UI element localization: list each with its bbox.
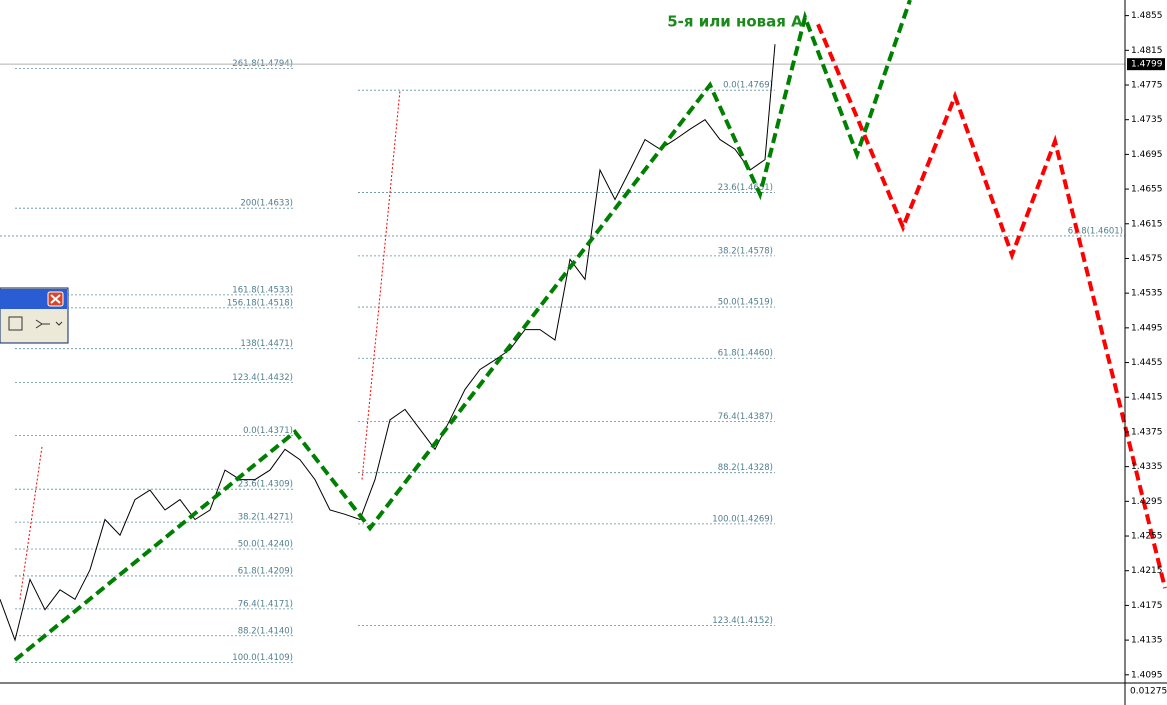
y-tick-label: 1.4575 — [1131, 254, 1163, 264]
toolbar[interactable] — [0, 287, 69, 344]
current-price-label: 1.4799 — [1131, 60, 1163, 70]
current-price-box — [1127, 58, 1165, 71]
tool-icon[interactable] — [8, 316, 23, 331]
y-tick-label: 1.4775 — [1131, 81, 1163, 91]
fib-label: 88.2(1.4328) — [718, 463, 773, 473]
y-tick-label: 1.4855 — [1131, 11, 1163, 21]
close-icon — [50, 294, 61, 304]
fib-label: 61.8(1.4209) — [238, 566, 293, 576]
indicator-label: 0.01275 — [1130, 687, 1167, 697]
price-line — [19, 446, 43, 600]
fib-label: 0.0(1.4769) — [723, 81, 773, 91]
y-tick-label: 1.4495 — [1131, 323, 1163, 333]
y-tick-label: 1.4455 — [1131, 358, 1163, 368]
fib-label: 61.8(1.4601) — [1068, 226, 1123, 236]
price-line — [816, 23, 1167, 589]
y-tick-label: 1.4615 — [1131, 219, 1163, 229]
y-tick-label: 1.4655 — [1131, 185, 1163, 195]
fib-label: 161.8(1.4533) — [232, 285, 293, 295]
y-tick-label: 1.4535 — [1131, 289, 1163, 299]
price-line — [13, 0, 912, 662]
fib-label: 38.2(1.4578) — [718, 246, 773, 256]
fib-label: 38.2(1.4271) — [238, 513, 293, 523]
fib-label: 100.0(1.4109) — [232, 653, 293, 663]
y-tick-label: 1.4135 — [1131, 636, 1163, 646]
fib-label: 23.6(1.4651) — [718, 183, 773, 193]
y-tick-label: 1.4095 — [1131, 670, 1163, 680]
y-tick-label: 1.4695 — [1131, 150, 1163, 160]
y-tick-label: 1.4215 — [1131, 566, 1163, 576]
fib-label: 123.4(1.4152) — [712, 616, 773, 626]
price-line — [0, 44, 776, 642]
price-line — [361, 90, 401, 480]
y-tick-label: 1.4335 — [1131, 462, 1163, 472]
fib-label: 23.6(1.4309) — [238, 480, 293, 490]
y-tick-label: 1.4415 — [1131, 393, 1163, 403]
fib-label: 100.0(1.4269) — [712, 514, 773, 524]
y-tick-label: 1.4735 — [1131, 115, 1163, 125]
fib-label: 156.18(1.4518) — [227, 298, 293, 308]
fib-label: 88.2(1.4140) — [238, 626, 293, 636]
y-tick-label: 1.4175 — [1131, 601, 1163, 611]
fib-label: 138(1.4471) — [240, 339, 293, 349]
y-tick-label: 1.4255 — [1131, 532, 1163, 542]
annotation: 5-я или новая А — [667, 13, 803, 31]
fib-label: 0.0(1.4371) — [243, 426, 293, 436]
plot: 261.8(1.4794)200(1.4633)161.8(1.4533)156… — [0, 0, 1167, 663]
tool-icon[interactable] — [35, 319, 63, 329]
fib-label: 50.0(1.4519) — [718, 298, 773, 308]
y-tick-label: 1.4815 — [1131, 46, 1163, 56]
y-tick-label: 1.4375 — [1131, 427, 1163, 437]
fib-label: 123.4(1.4432) — [232, 373, 293, 383]
fib-label: 200(1.4633) — [240, 199, 293, 209]
fib-label: 76.4(1.4171) — [238, 599, 293, 609]
fib-label: 61.8(1.4460) — [718, 349, 773, 359]
fib-label: 50.0(1.4240) — [238, 540, 293, 550]
fib-label: 76.4(1.4387) — [718, 412, 773, 422]
y-tick-label: 1.4295 — [1131, 497, 1163, 507]
